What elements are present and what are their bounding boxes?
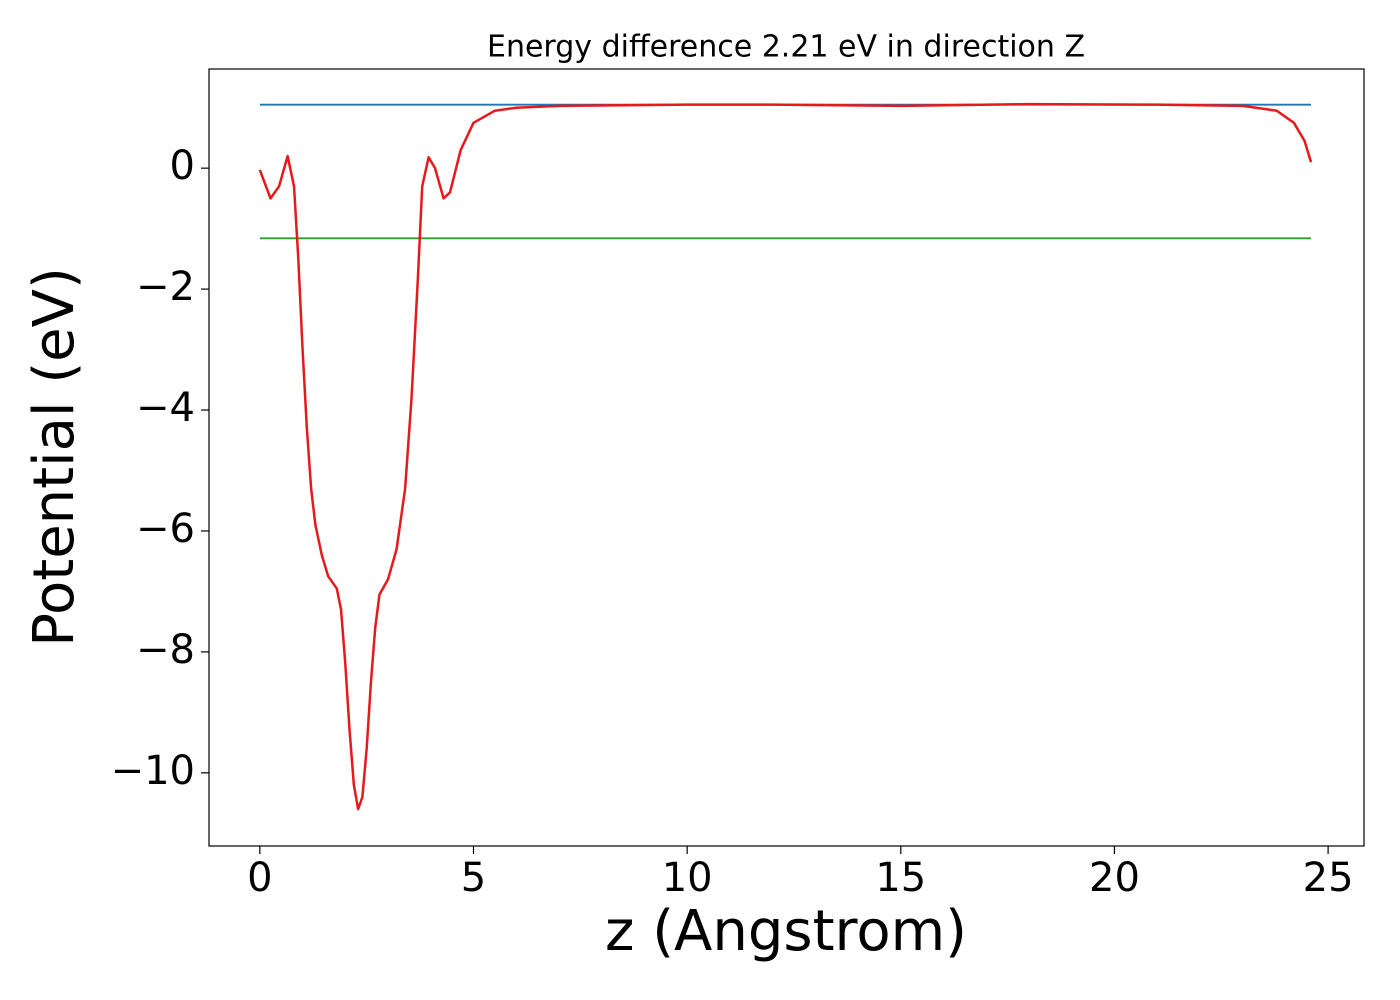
y-axis-label: Potential (eV)	[22, 267, 87, 647]
y-tick-label: −4	[136, 385, 195, 431]
x-tick-label: 0	[247, 855, 272, 901]
plot-frame	[208, 68, 1365, 847]
y-tick-label: 0	[170, 143, 195, 189]
x-tick-label: 15	[875, 855, 926, 901]
x-tick-label: 5	[461, 855, 486, 901]
y-tick-label: −2	[136, 264, 195, 310]
x-tick-label: 25	[1303, 855, 1354, 901]
x-axis-label: z (Angstrom)	[605, 899, 967, 964]
y-tick-label: −10	[111, 748, 195, 794]
x-tick-label: 20	[1089, 855, 1140, 901]
data-line	[258, 102, 1313, 811]
y-tick-label: −8	[136, 627, 195, 673]
y-tick-label: −6	[136, 506, 195, 552]
x-tick-label: 10	[662, 855, 713, 901]
chart-title: Energy difference 2.21 eV in direction Z	[487, 30, 1085, 65]
